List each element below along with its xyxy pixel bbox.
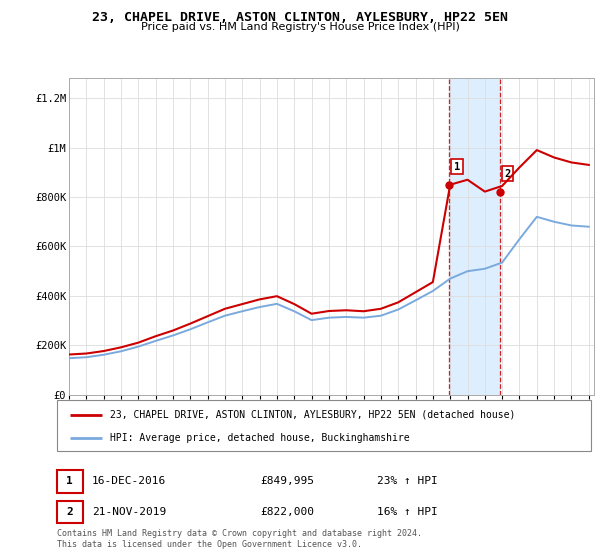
Text: 23, CHAPEL DRIVE, ASTON CLINTON, AYLESBURY, HP22 5EN: 23, CHAPEL DRIVE, ASTON CLINTON, AYLESBU… — [92, 11, 508, 24]
Text: 23% ↑ HPI: 23% ↑ HPI — [377, 477, 438, 486]
Text: Price paid vs. HM Land Registry's House Price Index (HPI): Price paid vs. HM Land Registry's House … — [140, 22, 460, 32]
Text: 2: 2 — [67, 507, 73, 517]
Text: £849,995: £849,995 — [260, 477, 314, 486]
Text: 1: 1 — [454, 162, 460, 172]
Text: HPI: Average price, detached house, Buckinghamshire: HPI: Average price, detached house, Buck… — [110, 433, 410, 443]
Bar — [449, 78, 500, 395]
Text: 16-DEC-2016: 16-DEC-2016 — [92, 477, 166, 486]
Text: £822,000: £822,000 — [260, 507, 314, 517]
Text: 1: 1 — [67, 477, 73, 486]
Bar — [57, 470, 83, 493]
Bar — [57, 501, 83, 524]
Text: 21-NOV-2019: 21-NOV-2019 — [92, 507, 166, 517]
Text: 16% ↑ HPI: 16% ↑ HPI — [377, 507, 438, 517]
Text: 23, CHAPEL DRIVE, ASTON CLINTON, AYLESBURY, HP22 5EN (detached house): 23, CHAPEL DRIVE, ASTON CLINTON, AYLESBU… — [110, 409, 516, 419]
Text: Contains HM Land Registry data © Crown copyright and database right 2024.
This d: Contains HM Land Registry data © Crown c… — [57, 529, 422, 549]
Text: 2: 2 — [504, 169, 511, 179]
